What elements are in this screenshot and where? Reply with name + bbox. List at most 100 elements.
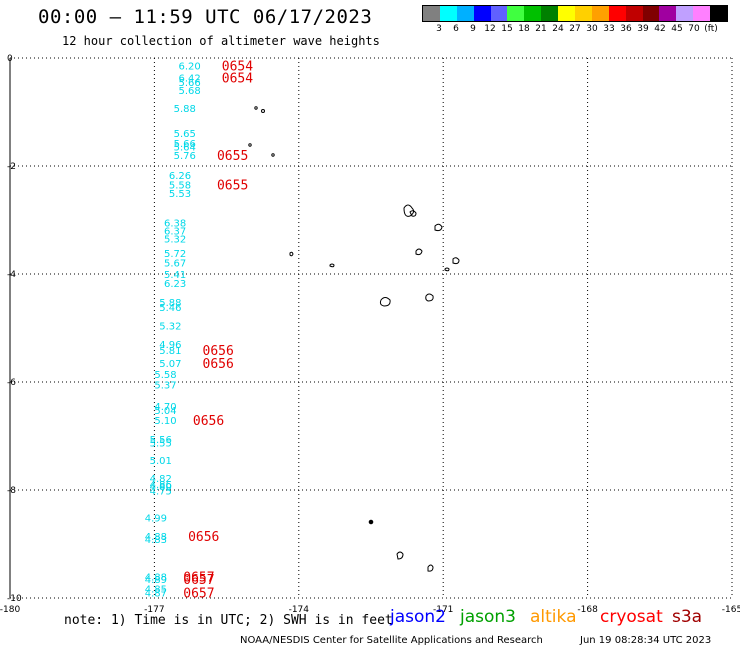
color-scale-bar xyxy=(422,5,728,22)
island xyxy=(271,153,275,157)
color-scale-label: 70 xyxy=(688,24,700,34)
wave-height-value: 5.32 xyxy=(159,321,181,332)
color-scale: 3 6 9 12 15 18 21 24 27 30 33 36 39 42 45 70 (ft) xyxy=(422,5,728,35)
wave-height-value: 5.72 xyxy=(164,249,186,260)
color-scale-swatch xyxy=(659,6,677,21)
islands xyxy=(248,106,460,572)
color-scale-swatch xyxy=(642,6,660,21)
x-tick-label: -180 xyxy=(0,605,20,615)
legend-item-altika: altika xyxy=(530,607,577,627)
color-scale-swatch xyxy=(575,6,592,21)
x-tick-label: -177 xyxy=(144,605,164,615)
wave-height-value: 5.65 xyxy=(174,129,196,140)
color-scale-label: 21 xyxy=(535,24,547,34)
wave-height-observations: 6.206.425.665.685.885.655.665.645.766.26… xyxy=(145,62,201,600)
color-scale-label: 24 xyxy=(552,24,564,34)
wave-height-value: 5.04 xyxy=(154,406,176,417)
island xyxy=(254,106,258,110)
y-tick-label: -2 xyxy=(7,162,16,172)
x-tick-label: -168 xyxy=(577,605,598,615)
color-scale-label: 18 xyxy=(518,24,530,34)
color-scale-label: 3 xyxy=(436,24,442,34)
pass-time-label: 0657 xyxy=(183,570,214,585)
island xyxy=(409,210,417,217)
x-tick-label: -165 xyxy=(722,605,740,615)
wave-height-value: 4.86 xyxy=(150,480,172,491)
wave-height-value: 4.99 xyxy=(145,514,167,525)
color-scale-labels: 3 6 9 12 15 18 21 24 27 30 33 36 39 42 45 70 (ft) xyxy=(422,22,728,36)
wave-height-value: 5.66 xyxy=(174,139,196,150)
color-scale-swatch xyxy=(473,6,491,21)
legend-item-cryosat: cryosat xyxy=(600,607,663,627)
color-scale-label: 42 xyxy=(654,24,666,34)
wave-height-value: 6.20 xyxy=(178,62,200,73)
color-scale-swatch xyxy=(625,6,643,21)
color-scale-label: 9 xyxy=(470,24,476,34)
wave-height-value: 6.38 xyxy=(164,219,186,230)
pass-time-label: 0655 xyxy=(217,178,248,193)
wave-height-value: 4.96 xyxy=(159,340,181,351)
color-scale-label: (ft) xyxy=(704,24,718,34)
wave-height-value: 5.88 xyxy=(159,298,181,309)
credit-timestamp: Jun 19 08:28:34 UTC 2023 xyxy=(580,635,712,646)
island xyxy=(425,293,434,302)
wave-height-value: 5.41 xyxy=(164,270,186,281)
color-scale-swatch xyxy=(456,6,474,21)
pass-time-label: 0656 xyxy=(203,344,234,359)
y-tick-label: 0 xyxy=(7,54,13,64)
y-tick-label: -10 xyxy=(7,594,22,604)
y-tick-label: -6 xyxy=(7,378,16,388)
color-scale-swatch xyxy=(558,6,576,21)
wave-height-value: 4.88 xyxy=(145,572,167,583)
color-scale-label: 6 xyxy=(453,24,459,34)
color-scale-swatch xyxy=(524,6,542,21)
color-scale-swatch xyxy=(439,6,457,21)
credit-text: NOAA/NESDIS Center for Satellite Applica… xyxy=(240,635,543,646)
wave-height-value: 4.88 xyxy=(145,532,167,543)
color-scale-label: 39 xyxy=(637,24,649,34)
wave-height-value: 5.67 xyxy=(164,259,186,270)
wave-height-value: 5.88 xyxy=(174,104,196,115)
wave-height-value: 5.01 xyxy=(150,456,172,467)
color-scale-swatch xyxy=(591,6,609,21)
wave-height-value: 5.64 xyxy=(174,143,196,154)
wave-height-value: 4.75 xyxy=(150,487,172,498)
wave-height-value: 5.46 xyxy=(159,303,181,314)
color-scale-label: 33 xyxy=(603,24,615,34)
island xyxy=(396,551,404,560)
footnote: note: 1) Time is in UTC; 2) SWH is in fe… xyxy=(64,613,393,628)
color-scale-swatch xyxy=(710,6,728,21)
wave-height-value: 4.89 xyxy=(145,575,167,586)
wave-height-value: 4.83 xyxy=(145,535,167,546)
color-scale-swatch xyxy=(541,6,559,21)
color-scale-label: 30 xyxy=(586,24,598,34)
wave-height-value: 5.37 xyxy=(154,381,176,392)
pass-time-label: 0655 xyxy=(217,149,248,164)
wave-height-value: 5.58 xyxy=(169,180,191,191)
color-scale-label: 15 xyxy=(501,24,513,34)
pass-time-label: 0656 xyxy=(203,357,234,372)
wave-height-value: 5.53 xyxy=(169,189,191,200)
wave-height-value: 4.82 xyxy=(150,474,172,485)
wave-height-value: 5.81 xyxy=(159,346,181,357)
color-scale-swatch xyxy=(693,6,711,21)
color-scale-swatch xyxy=(507,6,525,21)
page-title: 00:00 — 11:59 UTC 06/17/2023 xyxy=(38,6,373,28)
wave-height-value: 4.87 xyxy=(145,589,167,600)
wave-height-value: 4.80 xyxy=(150,482,172,493)
pass-time-label: 0656 xyxy=(188,530,219,545)
color-scale-swatch xyxy=(608,6,626,21)
legend-item-jason3: jason3 xyxy=(460,607,516,627)
wave-height-value: 5.10 xyxy=(154,416,176,427)
island xyxy=(289,251,294,257)
wave-height-value: 6.37 xyxy=(164,226,186,237)
pass-time-label: 0654 xyxy=(222,60,253,75)
island xyxy=(415,248,423,256)
wave-height-value: 5.32 xyxy=(164,234,186,245)
wave-height-value: 5.58 xyxy=(154,370,176,381)
wave-height-value: 5.76 xyxy=(174,151,196,162)
island xyxy=(248,143,252,147)
wave-height-value: 4.70 xyxy=(154,402,176,413)
wave-height-value: 6.42 xyxy=(178,73,200,84)
pass-time-label: 0654 xyxy=(222,71,253,86)
